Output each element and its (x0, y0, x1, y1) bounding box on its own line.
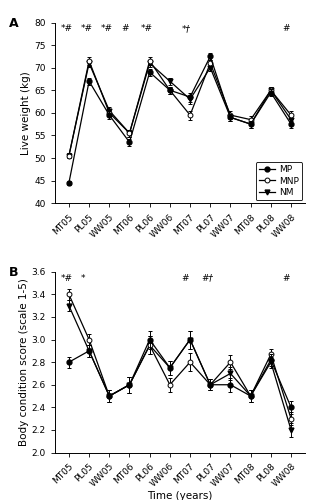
MNP (87, 58, 91, 64)
Text: B: B (8, 266, 18, 280)
Text: *#: *# (141, 24, 153, 34)
Text: *: * (81, 274, 85, 282)
NM (269, 88, 273, 94)
MP (107, 393, 111, 399)
NM (168, 78, 172, 84)
MNP (168, 88, 172, 94)
MP (87, 78, 91, 84)
MNP (148, 342, 151, 348)
Line: MP: MP (66, 54, 294, 186)
NM (188, 336, 192, 342)
Text: *#: *# (60, 274, 72, 282)
MP (87, 348, 91, 354)
NM (128, 130, 131, 136)
MNP (67, 292, 71, 298)
Text: #: # (283, 274, 290, 282)
Text: *#: *# (60, 24, 72, 34)
NM (87, 348, 91, 354)
MNP (148, 58, 151, 64)
NM (107, 108, 111, 114)
MP (188, 336, 192, 342)
NM (289, 427, 293, 433)
Text: #: # (121, 24, 129, 34)
X-axis label: Time (years): Time (years) (147, 492, 213, 500)
MP (228, 382, 232, 388)
MNP (208, 60, 212, 66)
NM (67, 152, 71, 158)
MNP (128, 130, 131, 136)
Text: *†: *† (182, 24, 191, 34)
MP (107, 112, 111, 118)
Text: #: # (182, 274, 189, 282)
MNP (107, 393, 111, 399)
NM (168, 365, 172, 371)
Line: NM: NM (66, 60, 294, 158)
MP (289, 121, 293, 127)
MP (289, 404, 293, 410)
NM (269, 359, 273, 365)
NM (289, 116, 293, 122)
MNP (269, 352, 273, 358)
MP (269, 357, 273, 363)
Y-axis label: Live weight (kg): Live weight (kg) (22, 71, 32, 154)
MNP (289, 416, 293, 422)
MP (208, 382, 212, 388)
NM (87, 60, 91, 66)
NM (249, 393, 253, 399)
MP (168, 365, 172, 371)
MNP (168, 382, 172, 388)
NM (148, 342, 151, 348)
Line: MNP: MNP (66, 58, 294, 158)
Line: NM: NM (66, 304, 294, 432)
MNP (249, 393, 253, 399)
NM (208, 64, 212, 70)
Y-axis label: Body condition score (scale 1-5): Body condition score (scale 1-5) (18, 278, 28, 446)
MP (249, 121, 253, 127)
MP (128, 139, 131, 145)
Text: A: A (8, 17, 18, 30)
MNP (208, 382, 212, 388)
MNP (188, 359, 192, 365)
NM (228, 370, 232, 376)
Line: MP: MP (66, 337, 294, 410)
MP (148, 69, 151, 75)
MNP (228, 112, 232, 118)
MNP (249, 116, 253, 122)
MNP (228, 359, 232, 365)
NM (208, 382, 212, 388)
NM (249, 121, 253, 127)
Text: *#: *# (81, 24, 93, 34)
Text: #†: #† (202, 274, 214, 282)
MNP (87, 336, 91, 342)
MP (148, 336, 151, 342)
MP (128, 382, 131, 388)
NM (228, 114, 232, 120)
NM (148, 60, 151, 66)
MNP (188, 112, 192, 118)
MNP (107, 110, 111, 116)
MNP (128, 382, 131, 388)
MP (67, 180, 71, 186)
MP (188, 94, 192, 100)
MP (67, 359, 71, 365)
NM (107, 393, 111, 399)
NM (128, 382, 131, 388)
Text: #: # (283, 24, 290, 34)
MP (249, 393, 253, 399)
MP (208, 54, 212, 60)
Line: MNP: MNP (66, 292, 294, 421)
MNP (67, 152, 71, 158)
Legend: MP, MNP, NM: MP, MNP, NM (255, 162, 302, 200)
MP (168, 88, 172, 94)
MP (228, 114, 232, 120)
MNP (269, 88, 273, 94)
MP (269, 90, 273, 96)
NM (188, 96, 192, 102)
NM (67, 302, 71, 308)
Text: *#: *# (101, 24, 113, 34)
MNP (289, 112, 293, 118)
